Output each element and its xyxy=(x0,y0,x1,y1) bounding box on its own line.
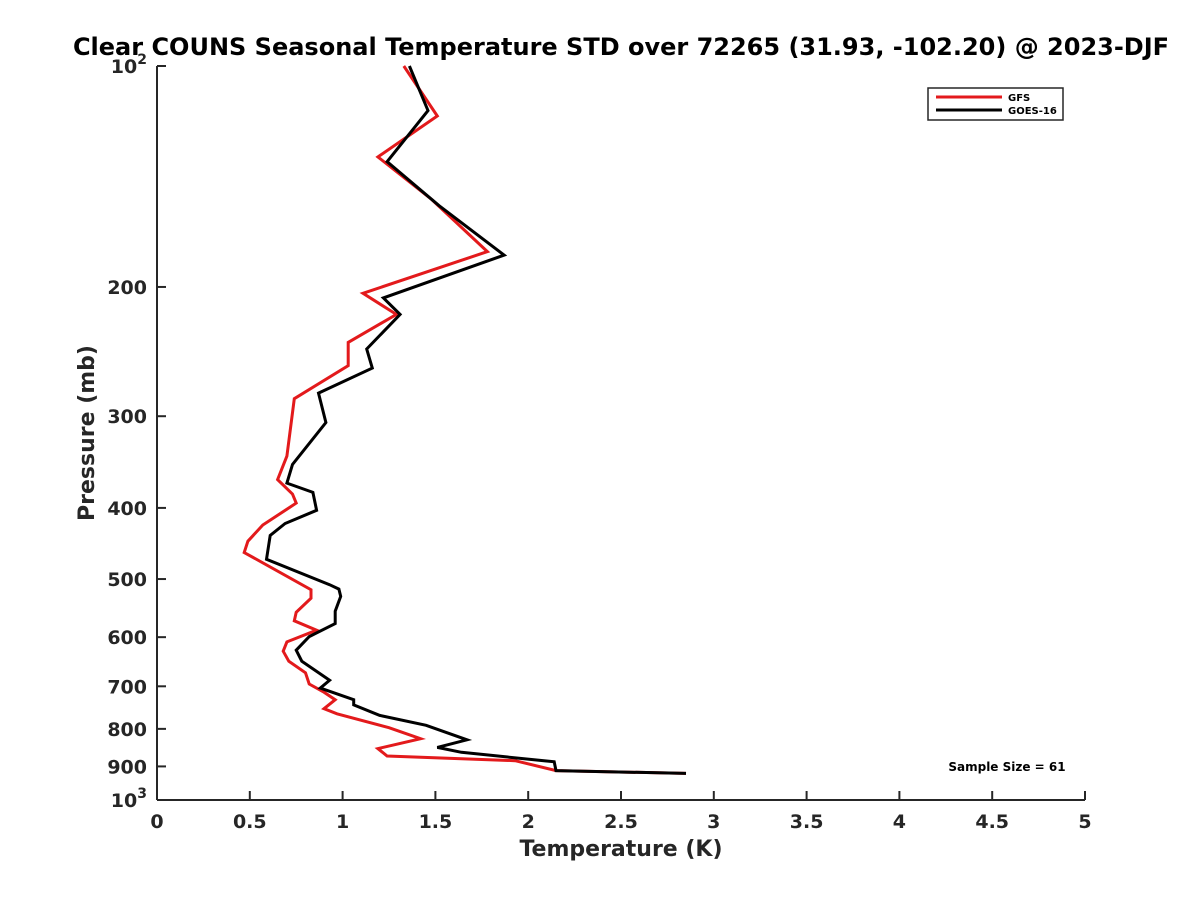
legend-box xyxy=(927,87,1064,121)
x-tick-label: 3.5 xyxy=(790,811,824,833)
chart-title: Clear COUNS Seasonal Temperature STD ove… xyxy=(73,33,1169,61)
y-tick-label: 103 xyxy=(111,786,147,812)
x-tick-label: 4.5 xyxy=(975,811,1009,833)
legend-label: GFS xyxy=(1008,93,1030,104)
x-axis-label: Temperature (K) xyxy=(519,837,722,862)
y-tick-label: 800 xyxy=(107,719,147,741)
x-tick-label: 0 xyxy=(150,811,163,833)
x-tick-label: 1 xyxy=(336,811,349,833)
y-tick-label: 102 xyxy=(111,52,147,78)
axes-layer: 0 0.5 1 1.5 2 2.5 3 3.5 4 4.5 5 102 200 300 400 500 600 7… xyxy=(107,52,1091,833)
x-tick-label: 3 xyxy=(707,811,720,833)
y-tick-label: 300 xyxy=(107,406,147,428)
y-tick-label: 500 xyxy=(107,569,147,591)
y-tick-label: 600 xyxy=(107,627,147,649)
y-tick-label: 400 xyxy=(107,498,147,520)
series-line-gfs xyxy=(242,65,687,775)
x-tick-label: 1.5 xyxy=(419,811,453,833)
y-tick-label: 200 xyxy=(107,277,147,299)
x-tick-label: 0.5 xyxy=(233,811,267,833)
legend: GFS GOES-16 xyxy=(927,87,1064,121)
x-tick-label: 4 xyxy=(893,811,906,833)
y-tick-label: 900 xyxy=(107,756,147,778)
x-tick-label: 5 xyxy=(1078,811,1091,833)
legend-label: GOES-16 xyxy=(1008,106,1057,117)
y-axis-label: Pressure (mb) xyxy=(75,345,100,521)
series-line-goes-16 xyxy=(264,65,687,775)
y-tick-label: 700 xyxy=(107,676,147,698)
x-tick-label: 2.5 xyxy=(604,811,638,833)
x-tick-label: 2 xyxy=(522,811,535,833)
series-layer xyxy=(242,65,687,775)
sample-size-annotation: Sample Size = 61 xyxy=(948,760,1065,774)
